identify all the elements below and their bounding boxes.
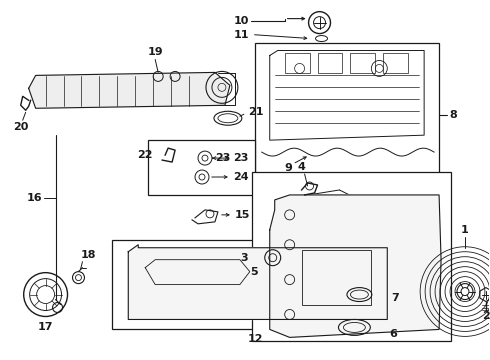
Text: 15: 15	[235, 210, 250, 220]
Text: 18: 18	[80, 250, 96, 260]
Text: 7: 7	[391, 293, 399, 302]
Bar	[383, 54, 408, 73]
Bar	[302, 250, 371, 305]
Bar	[285, 54, 310, 73]
Bar	[350, 54, 375, 73]
Text: 5: 5	[250, 267, 258, 276]
Text: 8: 8	[449, 110, 457, 120]
Text: 2: 2	[482, 311, 490, 321]
Polygon shape	[270, 195, 441, 337]
Polygon shape	[29, 72, 230, 108]
Text: 24: 24	[233, 172, 248, 182]
Text: 23: 23	[233, 153, 248, 163]
Text: 13: 13	[369, 275, 385, 285]
Text: 3: 3	[240, 253, 248, 263]
Text: 17: 17	[38, 323, 53, 332]
Text: 4: 4	[297, 162, 305, 172]
Bar	[112, 240, 399, 329]
Text: 20: 20	[13, 122, 28, 132]
Text: 11: 11	[233, 30, 249, 40]
Bar	[318, 54, 343, 73]
Text: 19: 19	[147, 48, 163, 58]
Polygon shape	[128, 245, 387, 319]
Text: 14: 14	[314, 235, 329, 245]
Text: 9: 9	[285, 163, 293, 173]
Text: 23: 23	[215, 153, 230, 163]
Text: 6: 6	[389, 329, 397, 339]
Bar	[255, 42, 439, 185]
Text: 21: 21	[248, 107, 263, 117]
Text: 12: 12	[248, 334, 264, 345]
Text: 16: 16	[27, 193, 43, 203]
Text: 10: 10	[233, 15, 249, 26]
Text: 1: 1	[461, 225, 469, 235]
Bar	[148, 140, 255, 195]
Text: 22: 22	[137, 150, 152, 160]
Bar	[252, 172, 451, 341]
